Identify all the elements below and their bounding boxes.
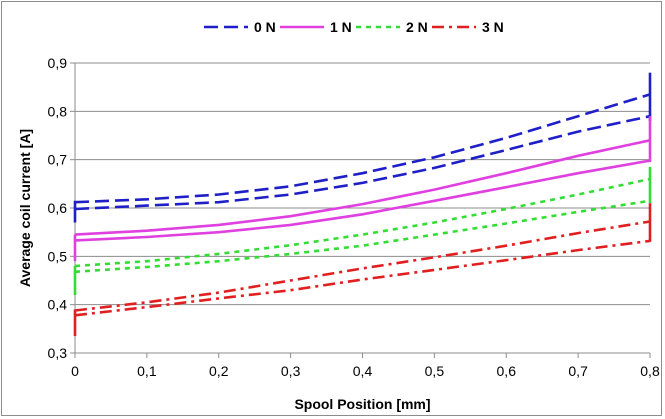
series-line [74,159,651,242]
x-tick-label: 0,1 [137,363,157,379]
series-3n [73,203,652,337]
legend-label: 0 N [254,19,276,35]
y-tick-label: 0,6 [48,200,68,216]
x-tick-label: 0,6 [497,363,517,379]
y-tick-label: 0,9 [48,55,68,71]
series-line [74,177,651,268]
y-tick-label: 0,8 [48,103,68,119]
legend-item: 2 N [356,19,428,35]
x-tick-label: 0,3 [281,363,301,379]
y-tick-label: 0,7 [48,152,68,168]
axes: 0,3 0,4 0,5 0,6 0,7 0,8 0,9 0 0,1 0,2 0,3 0,4 0,5 0,6… [48,55,660,379]
gridlines [75,62,650,354]
x-tick-label: 0,8 [640,363,660,379]
series-2n [73,166,652,295]
series-line [74,199,651,274]
legend-label: 2 N [406,19,428,35]
legend-item: 3 N [432,19,504,35]
series-line [74,139,651,236]
series-0n [73,72,652,223]
series-line [74,93,651,204]
series-line [74,114,651,211]
x-tick-label: 0,4 [353,363,373,379]
x-tick-label: 0 [71,363,79,379]
x-tick-label: 0,2 [209,363,229,379]
legend-item: 1 N [280,19,352,35]
legend-label: 3 N [482,19,504,35]
data-series [73,72,652,337]
legend-label: 1 N [330,19,352,35]
series-line [74,239,651,317]
x-axis-title: Spool Position [mm] [294,396,430,412]
legend-item: 0 N [204,19,276,35]
x-tick-label: 0,5 [425,363,445,379]
y-axis-title: Average coil current [A] [17,129,33,287]
y-tick-label: 0,3 [48,345,68,361]
y-tick-label: 0,4 [48,297,68,313]
series-1n [73,116,652,262]
series-line [74,220,651,312]
legend: 0 N 1 N 2 N 3 N [204,19,504,35]
y-tick-label: 0,5 [48,248,68,264]
x-tick-label: 0,7 [568,363,588,379]
